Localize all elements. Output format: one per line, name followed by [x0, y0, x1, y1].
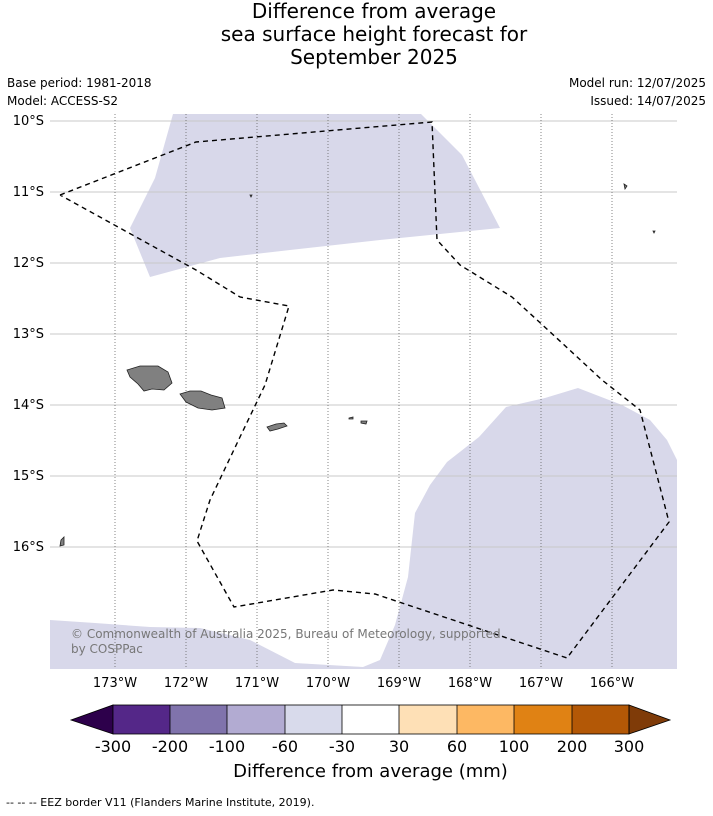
title-line-2: sea surface height forecast for — [220, 22, 528, 46]
copyright-line-2: by COSPPac — [71, 642, 143, 656]
colorbar-extend-low — [69, 704, 114, 735]
colorbar-extend-high — [628, 704, 672, 735]
cb-tick-9: 300 — [613, 737, 645, 756]
colorbar-seg-8 — [514, 705, 572, 734]
model-name: Model: ACCESS-S2 — [7, 94, 119, 108]
cb-tick-0: -300 — [94, 737, 132, 756]
lat-gridlines — [50, 120, 677, 548]
title-line-3: September 2025 — [290, 45, 458, 69]
lon-label-167w: 167°W — [519, 676, 563, 691]
island-upolu — [179, 390, 226, 411]
lat-label-15s: 15°S — [13, 469, 44, 484]
lat-label-16s: 16°S — [13, 540, 44, 555]
colorbar-label: Difference from average (mm) — [233, 761, 508, 782]
colorbar-seg-7 — [457, 705, 514, 734]
island-ofu — [348, 416, 354, 420]
cb-tick-4: -30 — [328, 737, 356, 756]
lat-label-14s: 14°S — [13, 398, 44, 413]
island-west — [59, 536, 65, 547]
colorbar-seg-5 — [342, 705, 399, 734]
lon-label-169w: 169°W — [377, 676, 421, 691]
lat-label-13s: 13°S — [13, 327, 44, 342]
model-run: Model run: 12/07/2025 — [568, 76, 706, 90]
colorbar-seg-4 — [285, 705, 342, 734]
cb-tick-8: 200 — [556, 737, 588, 756]
lat-label-11s: 11°S — [13, 185, 44, 200]
cb-tick-7: 100 — [498, 737, 530, 756]
lon-label-170w: 170°W — [306, 676, 350, 691]
cb-tick-2: -100 — [208, 737, 246, 756]
lon-label-168w: 168°W — [448, 676, 492, 691]
copyright-line-1: © Commonwealth of Australia 2025, Bureau… — [71, 627, 501, 641]
island-savaii — [126, 365, 173, 392]
island-swains — [623, 183, 628, 191]
lat-label-10s: 10°S — [13, 114, 44, 129]
colorbar-seg-3 — [227, 705, 285, 734]
lon-gridlines — [114, 114, 613, 669]
lon-labels: 173°W 172°W 171°W 170°W 169°W 168°W 167°… — [93, 676, 634, 691]
meta-left: Base period: 1981-2018 Model: ACCESS-S2 — [7, 74, 152, 110]
cb-tick-3: -60 — [271, 737, 299, 756]
lat-label-12s: 12°S — [13, 256, 44, 271]
shade-region-north — [130, 114, 500, 277]
cb-tick-1: -200 — [151, 737, 189, 756]
island-tau — [360, 420, 368, 425]
eez-footer-note: -- -- -- EEZ border V11 (Flanders Marine… — [6, 796, 315, 809]
lat-labels: 10°S 11°S 12°S 13°S 14°S 15°S 16°S — [13, 114, 44, 555]
colorbar-seg-1 — [113, 705, 170, 734]
title-line-1: Difference from average — [251, 0, 497, 23]
lon-label-173w: 173°W — [93, 676, 137, 691]
map-title: Difference from average sea surface heig… — [0, 0, 713, 69]
meta-right: Model run: 12/07/2025 Issued: 14/07/2025 — [569, 74, 706, 110]
lon-label-166w: 166°W — [590, 676, 634, 691]
colorbar-seg-6 — [399, 705, 457, 734]
lon-label-172w: 172°W — [164, 676, 208, 691]
eez-border — [59, 121, 670, 659]
base-period: Base period: 1981-2018 — [7, 76, 152, 90]
cb-tick-6: 60 — [446, 737, 468, 756]
colorbar-seg-2 — [170, 705, 227, 734]
colorbar — [69, 704, 672, 735]
issued-date: Issued: 14/07/2025 — [590, 94, 706, 108]
island-east — [652, 230, 656, 234]
lon-label-171w: 171°W — [235, 676, 279, 691]
land-islands — [59, 183, 656, 547]
colorbar-ticks: -300 -200 -100 -60 -30 30 60 100 200 300 — [0, 737, 713, 757]
colorbar-seg-9 — [572, 705, 629, 734]
shade-region-southeast — [50, 388, 677, 669]
cb-tick-5: 30 — [388, 737, 410, 756]
island-north — [249, 194, 253, 198]
island-tutuila — [266, 422, 288, 432]
